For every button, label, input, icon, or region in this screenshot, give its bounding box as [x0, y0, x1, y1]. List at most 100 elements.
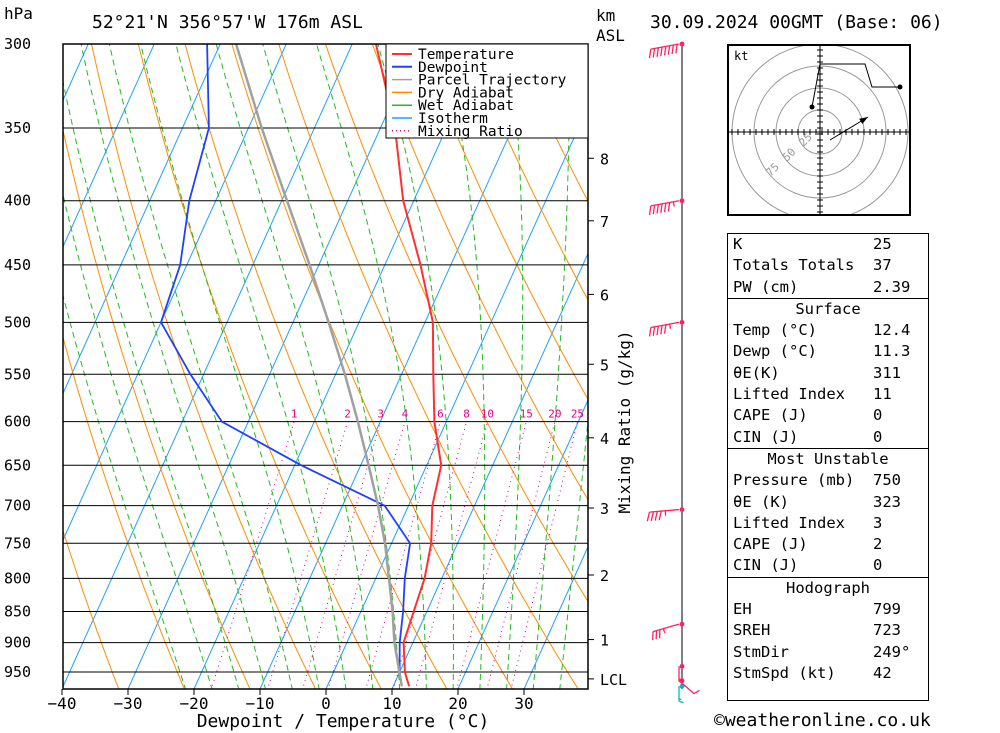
x-tick-label: −20 — [180, 694, 209, 713]
mixing-ratio-label: 8 — [463, 408, 470, 421]
index-row: CAPE (J) 2 — [728, 534, 928, 555]
index-label: PW (cm) — [733, 277, 799, 296]
index-value: 12.4 — [873, 321, 911, 340]
wind-barb — [678, 683, 685, 704]
indices-panel: K 25 Totals Totals 37 PW (cm) 2.39 Surface Temp… — [727, 233, 929, 701]
x-tick-label: 0 — [321, 694, 331, 713]
isotherm-line — [127, 44, 419, 689]
index-value: 37 — [873, 256, 892, 275]
legend-label: Isotherm — [418, 111, 488, 127]
pressure-unit-label: hPa — [4, 4, 33, 23]
height-tick-label: 3 — [600, 500, 609, 518]
index-label: Lifted Index — [733, 385, 845, 404]
index-label: EH — [733, 600, 752, 619]
wind-barb — [648, 198, 685, 215]
mixing-ratio-line — [267, 421, 349, 689]
hodograph-ring-label: 25 — [796, 131, 815, 150]
dry-adiabat-line — [371, 44, 588, 501]
mixing-ratio-line — [414, 421, 488, 689]
height-tick-label: 4 — [600, 430, 609, 448]
dry-adiabat-line — [63, 128, 251, 689]
mixing-ratio-label: 1 — [291, 408, 298, 421]
index-value: 311 — [873, 363, 901, 382]
index-value: 323 — [873, 492, 901, 511]
index-value: 0 — [873, 556, 883, 575]
wind-barb — [646, 507, 685, 522]
wet-adiabat-line — [108, 44, 293, 689]
x-tick-label: −40 — [48, 694, 77, 713]
pressure-tick-label: 700 — [4, 497, 31, 515]
parcel-trajectory-line — [234, 44, 404, 687]
x-tick-label: 20 — [448, 694, 467, 713]
mixing-ratio-label: 10 — [481, 408, 494, 421]
mixing-ratio-label: 25 — [571, 408, 584, 421]
mixing-ratio-axis-label: Mixing Ratio (g/kg) — [615, 330, 634, 513]
height-tick-label: 7 — [600, 213, 609, 231]
height-tick-label: 2 — [600, 567, 609, 585]
dry-adiabat-line — [184, 44, 448, 689]
index-label: SREH — [733, 621, 771, 640]
index-value: 0 — [873, 427, 883, 446]
legend-label: Dry Adiabat — [418, 85, 514, 101]
pressure-tick-label: 600 — [4, 413, 31, 431]
mixing-ratio-label: 6 — [437, 408, 444, 421]
wet-adiabat-line — [559, 416, 588, 689]
legend-box — [385, 43, 589, 139]
height-tick-label: 1 — [600, 632, 609, 650]
index-value: 750 — [873, 471, 901, 490]
mixing-ratio-line — [210, 421, 295, 689]
legend-label: Dewpoint — [418, 60, 488, 76]
index-value: 2.39 — [873, 277, 911, 296]
index-label: CIN (J) — [733, 427, 799, 446]
site-name: weatheronline.co.uk — [724, 710, 931, 731]
height-tick-label: 8 — [600, 150, 609, 168]
index-label: CIN (J) — [733, 556, 799, 575]
index-value: 3 — [873, 513, 883, 532]
isotherm-line — [457, 398, 588, 689]
dry-adiabat-line — [63, 529, 120, 689]
index-row: Totals Totals 37 — [728, 255, 928, 276]
x-tick-label: −30 — [114, 694, 143, 713]
wet-adiabat-line — [315, 44, 427, 689]
wet-adiabat-line — [175, 44, 347, 689]
index-label: Totals Totals — [733, 256, 855, 275]
mixing-ratio-label: 4 — [402, 408, 409, 421]
index-row: EH 799 — [728, 599, 928, 620]
isotherm-line — [391, 252, 588, 689]
index-value: 723 — [873, 621, 901, 640]
dry-adiabat-line — [418, 44, 588, 401]
legend-label: Wet Adiabat — [418, 98, 514, 114]
isotherm-line — [63, 44, 221, 395]
mixing-ratio-label: 20 — [548, 408, 561, 421]
legend-label: Mixing Ratio — [418, 124, 523, 140]
hodograph-point — [809, 104, 815, 110]
mixing-ratio-label: 2 — [344, 408, 351, 421]
index-row: CIN (J) 0 — [728, 555, 928, 576]
x-tick-label: 10 — [382, 694, 401, 713]
pressure-tick-label: 550 — [4, 365, 31, 383]
datetime-title: 30.09.2024 00GMT (Base: 06) — [650, 12, 943, 33]
wind-barb — [648, 319, 685, 337]
height-tick-label: 5 — [600, 356, 609, 374]
index-value: 11 — [873, 385, 892, 404]
index-row: Temp (°C) 12.4 — [728, 320, 928, 341]
mixing-ratio-line — [365, 421, 441, 689]
mixing-ratio-label: 15 — [520, 408, 533, 421]
dry-adiabat-line — [90, 44, 317, 689]
pressure-tick-label: 650 — [4, 456, 31, 474]
dry-adiabat-line — [922, 26, 1000, 701]
index-label: StmDir — [733, 642, 789, 661]
index-label: K — [733, 235, 743, 253]
hodograph-unit: kt — [734, 49, 748, 63]
pressure-tick-label: 350 — [4, 119, 31, 137]
index-label: θE (K) — [733, 492, 789, 511]
mixing-ratio-label: 3 — [377, 408, 384, 421]
index-value: 249° — [873, 642, 911, 661]
wet-adiabat-line — [215, 44, 374, 689]
index-value: 799 — [873, 600, 901, 619]
index-row: θE(K) 311 — [728, 363, 928, 384]
height-tick-label: 6 — [600, 286, 609, 304]
index-row: SREH 723 — [728, 620, 928, 641]
